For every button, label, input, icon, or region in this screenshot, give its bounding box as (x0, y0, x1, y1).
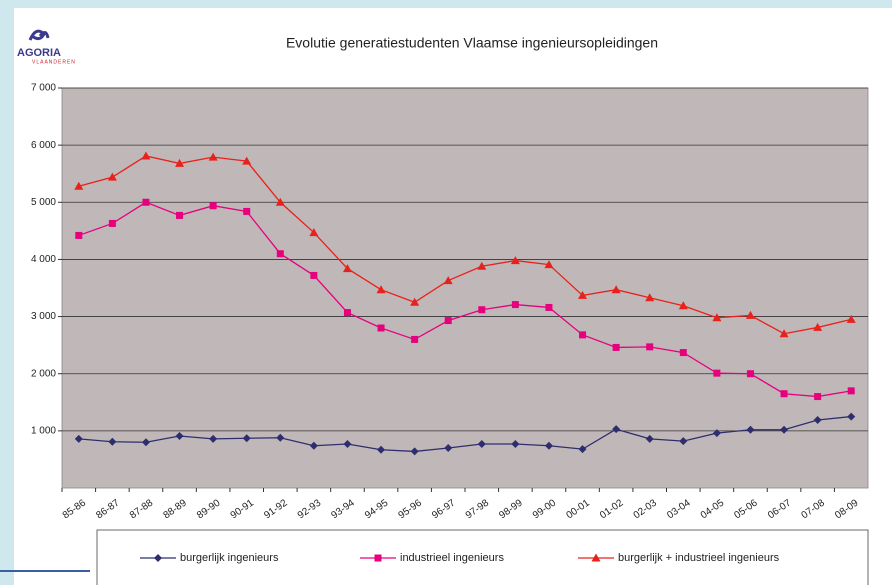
data-point (377, 324, 385, 332)
data-point (646, 343, 654, 351)
data-point (612, 343, 620, 351)
data-point (141, 438, 150, 447)
data-point (477, 440, 486, 448)
data-point (813, 416, 822, 424)
data-point (242, 434, 251, 443)
data-point (74, 434, 83, 443)
data-point (410, 297, 420, 306)
data-point (846, 314, 856, 323)
data-point (746, 425, 755, 434)
data-point (243, 207, 251, 215)
data-point (377, 445, 386, 454)
data-point (612, 425, 621, 434)
data-point (511, 440, 520, 448)
data-point (813, 322, 823, 331)
legend-marker (374, 554, 382, 562)
data-point (745, 310, 755, 319)
data-point (478, 306, 486, 314)
data-point (242, 156, 252, 165)
legend-marker (154, 554, 162, 562)
y-tick-label: 5 000 (31, 197, 56, 208)
data-point (578, 290, 588, 299)
chart-title: Evolutie generatiestudenten Vlaamse inge… (286, 35, 658, 51)
data-point (108, 437, 117, 446)
data-point (275, 197, 285, 206)
data-point (208, 152, 218, 161)
data-point (444, 317, 452, 325)
data-point (847, 412, 856, 421)
data-point (779, 329, 789, 338)
data-point (780, 425, 789, 434)
data-point (611, 285, 621, 294)
data-point (780, 390, 788, 398)
data-point (510, 256, 520, 265)
data-point (444, 444, 453, 452)
data-point (679, 349, 687, 357)
data-point (477, 261, 487, 270)
y-tick-label: 6 000 (31, 140, 56, 151)
data-point (544, 441, 553, 450)
data-point (645, 293, 655, 302)
data-point (175, 158, 185, 167)
y-tick-label: 7 000 (31, 83, 56, 94)
data-point (511, 301, 519, 309)
series-line (78, 415, 852, 453)
legend-box (96, 529, 869, 585)
series-line (78, 201, 852, 398)
data-point (176, 211, 184, 219)
data-point (712, 313, 722, 322)
data-point (544, 260, 554, 269)
data-point (410, 447, 419, 456)
data-point (411, 335, 419, 343)
logo-name: AGORIA (17, 47, 61, 59)
data-point (678, 301, 688, 310)
data-point (107, 172, 117, 181)
data-point (443, 276, 453, 285)
legend-marker (591, 553, 601, 562)
logo-region: VLAANDEREN (32, 59, 76, 65)
data-point (343, 440, 352, 448)
legend-label: burgerlijk ingenieurs (180, 552, 279, 564)
data-point (108, 219, 116, 227)
data-point (579, 331, 587, 339)
data-point (142, 198, 150, 206)
y-tick-label: 4 000 (31, 254, 56, 265)
y-tick-label: 2 000 (31, 368, 56, 379)
data-point (645, 434, 654, 443)
series-line (78, 155, 852, 335)
data-point (847, 387, 855, 395)
y-tick-label: 1 000 (31, 425, 56, 436)
data-point (175, 432, 184, 440)
data-point (712, 429, 721, 438)
data-point (309, 441, 318, 450)
logo: AGORIA VLAANDEREN (17, 29, 76, 65)
data-point (343, 309, 351, 317)
plot-area (61, 87, 869, 489)
data-point (814, 393, 822, 401)
data-point (578, 445, 587, 454)
data-point (746, 370, 754, 378)
data-point (342, 264, 352, 273)
data-point (309, 228, 319, 237)
data-point (679, 437, 688, 446)
data-point (141, 151, 151, 160)
logo-icon (28, 29, 50, 41)
data-point (209, 202, 217, 210)
data-point (209, 434, 218, 443)
data-point (545, 303, 553, 311)
data-point (75, 231, 83, 239)
legend-label: burgerlijk + industrieel ingenieurs (618, 552, 780, 564)
y-tick-label: 3 000 (31, 311, 56, 322)
data-point (74, 181, 84, 190)
data-point (276, 250, 284, 258)
data-point (713, 369, 721, 377)
data-point (376, 285, 386, 294)
data-point (276, 433, 285, 442)
data-point (310, 271, 318, 279)
legend-label: industrieel ingenieurs (400, 552, 504, 564)
